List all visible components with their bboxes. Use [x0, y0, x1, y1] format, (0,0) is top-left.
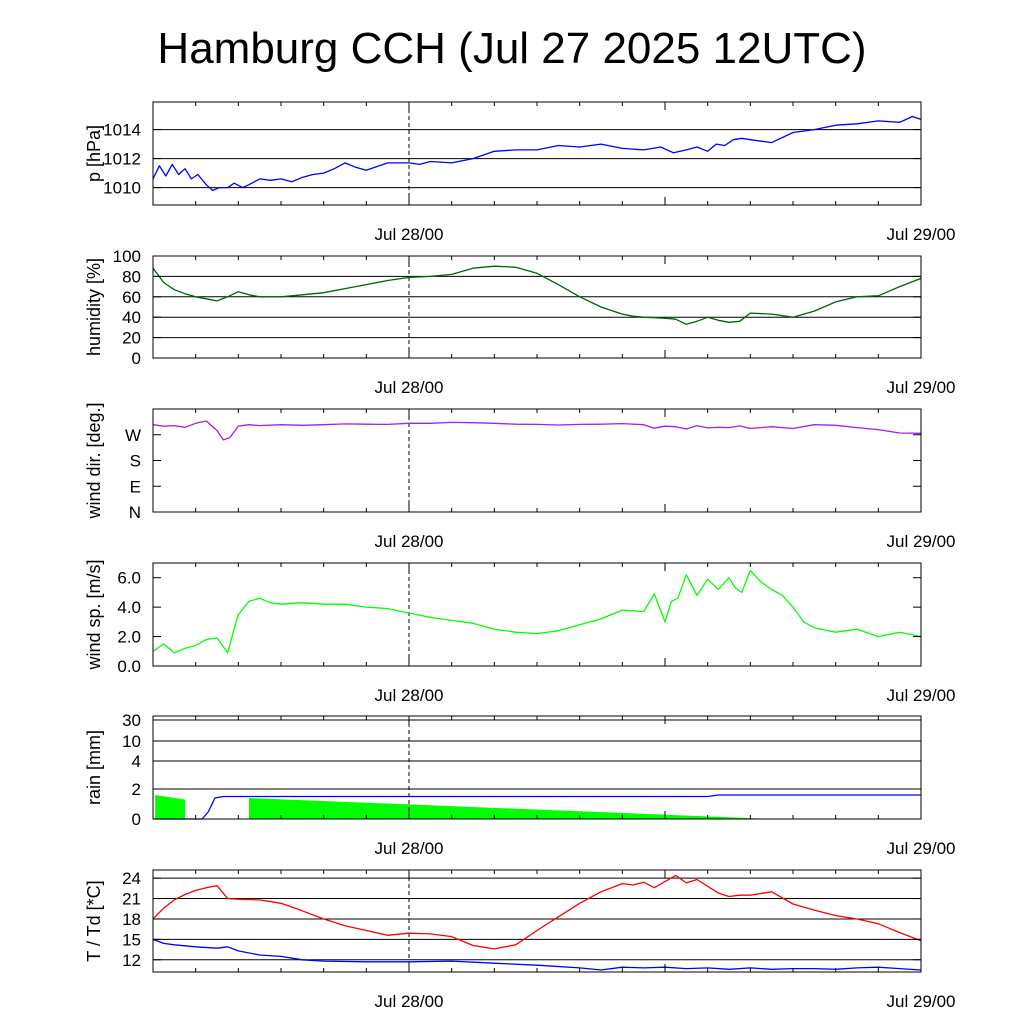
y-tick-label: 0 — [132, 349, 141, 368]
y-axis-label: wind dir. [deg.] — [84, 402, 104, 519]
pressure-panel: 1010 1012 1014 Jul 28/00 Jul 29/00 p [hPa] — [84, 101, 956, 244]
y-tick-label: 20 — [122, 329, 141, 348]
y-tick-label: N — [129, 503, 141, 522]
y-tick-label: 10 — [122, 732, 141, 751]
y-tick-label: 24 — [122, 869, 141, 888]
y-tick-label: 18 — [122, 910, 141, 929]
y-axis-label: T / Td [*C] — [84, 880, 104, 961]
temperature-series-line — [152, 874, 922, 950]
y-tick-label: 30 — [122, 711, 141, 730]
x-tick-label: Jul 28/00 — [375, 992, 444, 1011]
y-axis-label: wind sp. [m/s] — [84, 559, 104, 670]
y-tick-label: 0 — [132, 810, 141, 829]
wind_speed-panel: 0.0 2.0 4.0 6.0 Jul 28/00 Jul 29/00 wind sp. [… — [84, 559, 956, 705]
y-tick-label: 2.0 — [117, 628, 141, 647]
x-tick-label: Jul 29/00 — [887, 378, 956, 397]
x-tick-label: Jul 28/00 — [375, 378, 444, 397]
y-axis-label: p [hPa] — [84, 125, 104, 182]
y-tick-label: 40 — [122, 308, 141, 327]
x-tick-label: Jul 28/00 — [375, 225, 444, 244]
x-tick-label: Jul 28/00 — [375, 839, 444, 858]
plot-frame — [152, 869, 922, 973]
wind_direction-series-line — [152, 420, 922, 441]
chart-title: Hamburg CCH (Jul 27 2025 12UTC) — [157, 24, 867, 73]
humidity-series-line — [152, 265, 922, 325]
x-tick-label: Jul 28/00 — [375, 686, 444, 705]
wind_speed-series-line — [152, 569, 922, 654]
y-tick-label: 4.0 — [117, 598, 141, 617]
pressure-series-line — [152, 115, 922, 192]
rain-panel: 0 2 410 30 Jul 28/00 Jul 29/00 rain [mm] — [84, 711, 956, 858]
y-tick-label: 2 — [132, 780, 141, 799]
temperature-series-line — [152, 938, 922, 971]
x-tick-label: Jul 29/00 — [887, 686, 956, 705]
y-tick-label: 12 — [122, 951, 141, 970]
y-tick-label: 4 — [132, 752, 141, 771]
plot-frame — [152, 562, 922, 667]
y-tick-label: 1014 — [103, 121, 141, 140]
y-tick-label: 21 — [122, 890, 141, 909]
x-tick-label: Jul 29/00 — [887, 839, 956, 858]
y-axis-label: rain [mm] — [84, 730, 104, 805]
y-tick-label: 1010 — [103, 179, 141, 198]
y-axis-label: humidity [%] — [84, 258, 104, 356]
plot-frame — [152, 255, 922, 359]
y-tick-label: 6.0 — [117, 569, 141, 588]
y-tick-label: W — [125, 426, 141, 445]
y-tick-label: E — [130, 477, 141, 496]
x-tick-label: Jul 29/00 — [887, 992, 956, 1011]
plot-frame — [152, 101, 922, 206]
x-tick-label: Jul 29/00 — [887, 532, 956, 551]
y-tick-label: 15 — [122, 930, 141, 949]
y-tick-label: 80 — [122, 267, 141, 286]
y-tick-label: 1012 — [103, 150, 141, 169]
y-tick-label: 100 — [113, 247, 141, 266]
x-tick-label: Jul 28/00 — [375, 532, 444, 551]
rain-intensity-block — [155, 795, 185, 819]
y-tick-label: 0.0 — [117, 657, 141, 676]
x-tick-label: Jul 29/00 — [887, 225, 956, 244]
y-tick-label: S — [130, 452, 141, 471]
y-tick-label: 60 — [122, 288, 141, 307]
rain-intensity-block — [249, 798, 772, 819]
